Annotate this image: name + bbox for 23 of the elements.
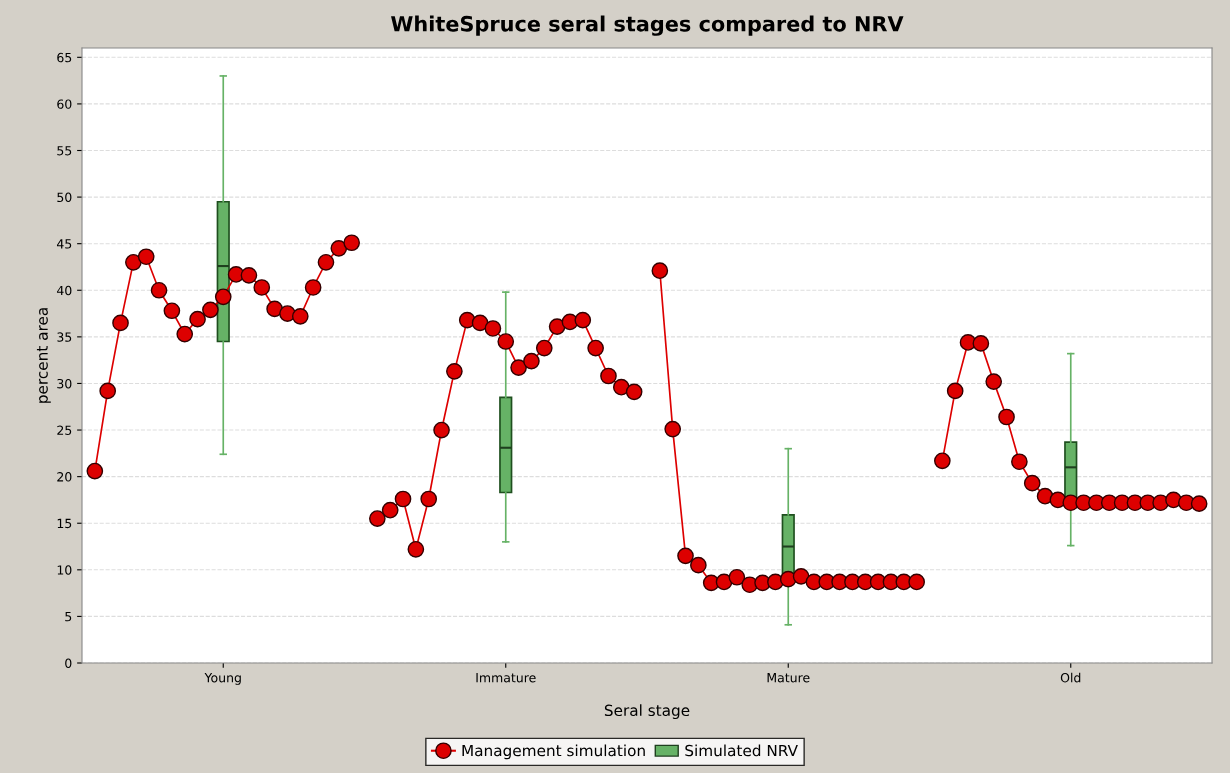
y-tick-label: 35 [57,332,72,342]
y-tick-label: 65 [57,52,72,63]
y-tick-label: 10 [57,565,72,575]
x-axis-title: Seral stage [604,704,690,720]
chart-title: WhiteSpruce seral stages compared to NRV [391,15,904,36]
y-tick-label: 5 [65,612,72,622]
y-tick-label: 20 [57,472,72,482]
y-tick-label: 30 [57,378,72,389]
x-tick-label: Mature [767,673,810,683]
y-tick-label: 0 [65,658,72,668]
y-tick-label: 50 [57,192,72,203]
x-tick-label: Old [1060,672,1081,683]
x-tick-label: Young [204,673,241,685]
y-tick-label: 55 [57,146,72,156]
y-axis-title: percent area [36,308,51,403]
y-tick-label: 60 [57,99,72,109]
y-tick-label: 25 [57,425,72,435]
y-tick-label: 40 [56,285,72,296]
x-tick-label: Immature [476,673,536,683]
y-tick-label: 15 [57,518,72,529]
legend-label: Management simulation [462,744,645,760]
y-tick-label: 45 [56,239,72,249]
legend-label: Simulated NRV [685,744,798,757]
